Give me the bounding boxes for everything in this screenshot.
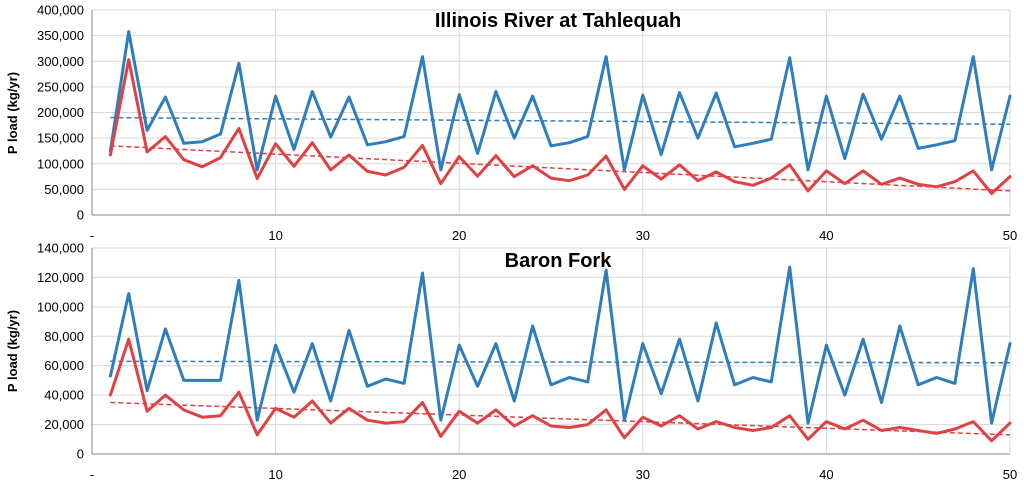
y-tick-label: 140,000: [37, 241, 84, 256]
y-tick-label: 60,000: [44, 358, 84, 373]
chart-panel-0: 0 50,000 100,000 150,000 200,000 250,000 300,0…: [5, 3, 1017, 244]
x-tick-label: 10: [268, 467, 282, 482]
x-tick-label: 50: [1003, 228, 1017, 243]
y-tick-label: 100,000: [37, 299, 84, 314]
x-tick-label: -: [90, 467, 94, 482]
y-axis-label: P load (kg/yr): [5, 72, 20, 154]
y-tick-label: 0: [77, 208, 84, 223]
y-tick-label: 100,000: [37, 156, 84, 171]
trendline-0: [110, 360, 1011, 364]
y-tick-label: 200,000: [37, 105, 84, 120]
series-line-0: [108, 30, 1012, 172]
x-tick-label: 10: [268, 228, 282, 243]
y-tick-label: 80,000: [44, 329, 84, 344]
x-tick-label: 20: [452, 467, 466, 482]
y-tick-label: 300,000: [37, 54, 84, 69]
y-tick-label: 350,000: [37, 28, 84, 43]
y-tick-label: 50,000: [44, 182, 84, 197]
x-tick-label: 50: [1003, 467, 1017, 482]
x-tick-label: 30: [636, 467, 650, 482]
y-tick-label: 150,000: [37, 131, 84, 146]
y-tick-label: 0: [77, 447, 84, 462]
y-tick-label: 400,000: [37, 3, 84, 18]
x-tick-label: 30: [636, 228, 650, 243]
series-line-1: [108, 337, 1012, 443]
trendline-1: [110, 401, 1011, 436]
chart-title: Illinois River at Tahlequah: [435, 10, 681, 32]
trendline-0: [110, 116, 1011, 126]
x-tick-label: -: [90, 228, 94, 243]
chart-panel-1: 0 20,000 40,000 60,000 80,000 100,000 120,000 1…: [5, 241, 1017, 483]
y-axis-label: P load (kg/yr): [5, 310, 20, 392]
x-tick-label: 40: [819, 467, 833, 482]
y-tick-label: 40,000: [44, 388, 84, 403]
series-line-0: [108, 265, 1012, 425]
trendline-1: [110, 145, 1011, 192]
series-line-1: [108, 58, 1012, 195]
x-tick-label: 40: [819, 228, 833, 243]
y-tick-label: 20,000: [44, 417, 84, 432]
chart-title: Baron Fork: [505, 250, 613, 272]
y-tick-label: 120,000: [37, 270, 84, 285]
x-tick-label: 20: [452, 228, 466, 243]
y-tick-label: 250,000: [37, 79, 84, 94]
